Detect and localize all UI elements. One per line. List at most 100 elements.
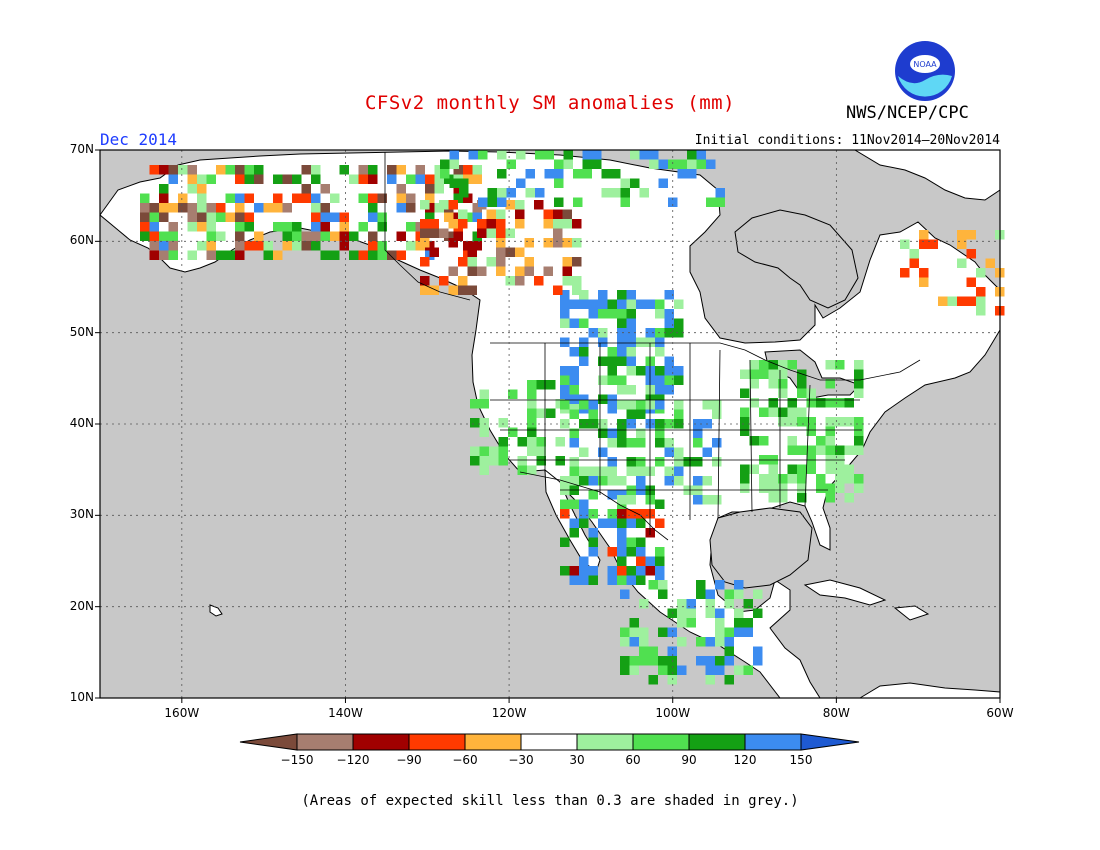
anomaly-cell — [560, 419, 570, 429]
anomaly-cell — [486, 257, 496, 267]
anomaly-cell — [825, 493, 835, 503]
anomaly-cell — [470, 446, 480, 456]
anomaly-cell — [715, 197, 725, 207]
anomaly-cell — [496, 219, 506, 229]
anomaly-cell — [825, 464, 835, 474]
anomaly-cell — [244, 212, 254, 222]
anomaly-cell — [734, 665, 744, 675]
anomaly-cell — [629, 656, 639, 666]
anomaly-cell — [674, 400, 684, 410]
anomaly-cell — [505, 247, 515, 257]
anomaly-cell — [579, 419, 589, 429]
anomaly-cell — [607, 509, 617, 519]
anomaly-cell — [636, 556, 646, 566]
anomaly-cell — [706, 159, 716, 169]
anomaly-cell — [159, 250, 169, 260]
anomaly-cell — [339, 241, 349, 251]
anomaly-cell — [579, 447, 589, 457]
anomaly-cell — [636, 428, 646, 438]
anomaly-cell — [611, 169, 621, 179]
anomaly-cell — [497, 197, 507, 207]
anomaly-cell — [664, 447, 674, 457]
anomaly-cell — [168, 165, 178, 175]
anomaly-cell — [598, 447, 608, 457]
anomaly-cell — [508, 389, 518, 399]
anomaly-cell — [560, 537, 570, 547]
anomaly-cell — [444, 212, 454, 222]
anomaly-cell — [607, 309, 617, 319]
anomaly-cell — [674, 457, 684, 467]
anomaly-cell — [320, 184, 330, 194]
anomaly-cell — [639, 599, 649, 609]
anomaly-cell — [588, 299, 598, 309]
anomaly-cell — [448, 238, 458, 248]
anomaly-cell — [527, 418, 537, 428]
anomaly-cell — [572, 285, 582, 295]
anomaly-cell — [377, 193, 387, 203]
anomaly-cell — [607, 375, 617, 385]
anomaly-cell — [617, 528, 627, 538]
anomaly-cell — [440, 159, 450, 169]
anomaly-cell — [626, 328, 636, 338]
anomaly-cell — [425, 241, 435, 251]
anomaly-cell — [667, 665, 677, 675]
anomaly-cell — [607, 457, 617, 467]
anomaly-cell — [527, 446, 537, 456]
anomaly-cell — [667, 675, 677, 685]
anomaly-cell — [448, 200, 458, 210]
anomaly-cell — [607, 466, 617, 476]
anomaly-cell — [458, 257, 468, 267]
anomaly-cell — [617, 299, 627, 309]
anomaly-cell — [140, 203, 150, 213]
anomaly-cell — [617, 509, 627, 519]
anomaly-cell — [524, 238, 534, 248]
anomaly-cell — [768, 398, 778, 408]
anomaly-cell — [759, 360, 769, 370]
anomaly-cell — [919, 230, 929, 240]
anomaly-cell — [797, 407, 807, 417]
anomaly-cell — [535, 150, 545, 160]
colorbar-tick-label: −30 — [508, 753, 534, 767]
anomaly-cell — [617, 476, 627, 486]
anomaly-cell — [854, 426, 864, 436]
anomaly-cell — [459, 178, 469, 188]
anomaly-cell — [536, 408, 546, 418]
anomaly-cell — [778, 483, 788, 493]
anomaly-cell — [816, 398, 826, 408]
anomaly-cell — [636, 547, 646, 557]
anomaly-cell — [515, 200, 525, 210]
anomaly-cell — [976, 268, 986, 278]
anomaly-cell — [582, 169, 592, 179]
anomaly-cell — [358, 250, 368, 260]
anomaly-cell — [588, 476, 598, 486]
anomaly-cell — [560, 337, 570, 347]
anomaly-cell — [216, 212, 226, 222]
anomaly-cell — [498, 446, 508, 456]
anomaly-cell — [705, 599, 715, 609]
anomaly-cell — [396, 184, 406, 194]
anomaly-cell — [630, 178, 640, 188]
anomaly-cell — [629, 637, 639, 647]
anomaly-cell — [702, 495, 712, 505]
anomaly-cell — [448, 266, 458, 276]
anomaly-cell — [553, 219, 563, 229]
colorbar-tick-label: 150 — [789, 753, 813, 767]
anomaly-cell — [667, 627, 677, 637]
anomaly-cell — [506, 188, 516, 198]
anomaly-cell — [546, 408, 556, 418]
anomaly-cell — [470, 418, 480, 428]
anomaly-cell — [282, 231, 292, 241]
anomaly-cell — [667, 646, 677, 656]
anomaly-cell — [825, 445, 835, 455]
anomaly-cell — [254, 231, 264, 241]
anomaly-cell — [505, 228, 515, 238]
anomaly-cell — [919, 239, 929, 249]
anomaly-cell — [368, 241, 378, 251]
anomaly-cell — [449, 159, 459, 169]
anomaly-cell — [478, 150, 488, 160]
anomaly-cell — [734, 580, 744, 590]
anomaly-cell — [429, 219, 439, 229]
anomaly-cell — [560, 566, 570, 576]
anomaly-cell — [658, 580, 668, 590]
anomaly-cell — [976, 306, 986, 316]
